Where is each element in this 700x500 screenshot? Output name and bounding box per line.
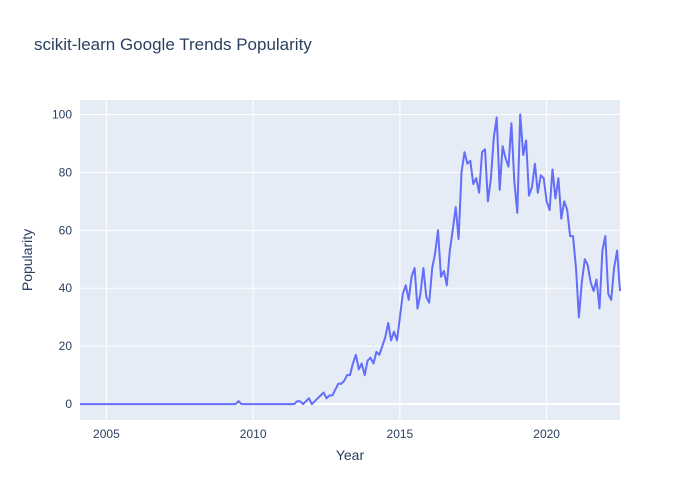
plot-area xyxy=(80,100,620,420)
x-tick-label: 2020 xyxy=(533,427,560,441)
y-tick-label: 80 xyxy=(59,165,73,179)
x-tick-label: 2015 xyxy=(387,427,414,441)
y-tick-label: 60 xyxy=(59,223,73,237)
y-axis-ticks: 0 20 40 60 80 100 xyxy=(52,107,72,411)
x-axis-ticks: 2005 2010 2015 2020 xyxy=(93,427,560,441)
y-axis-label: Popularity xyxy=(19,229,35,291)
series-line xyxy=(80,113,621,406)
x-tick-label: 2005 xyxy=(93,427,120,441)
y-tick-label: 0 xyxy=(65,397,72,411)
grid xyxy=(80,100,620,420)
y-tick-label: 100 xyxy=(52,107,72,121)
y-tick-label: 20 xyxy=(59,339,73,353)
chart-title: scikit-learn Google Trends Popularity xyxy=(34,35,312,54)
x-tick-label: 2010 xyxy=(240,427,267,441)
x-axis-label: Year xyxy=(336,447,365,463)
y-tick-label: 40 xyxy=(59,281,73,295)
